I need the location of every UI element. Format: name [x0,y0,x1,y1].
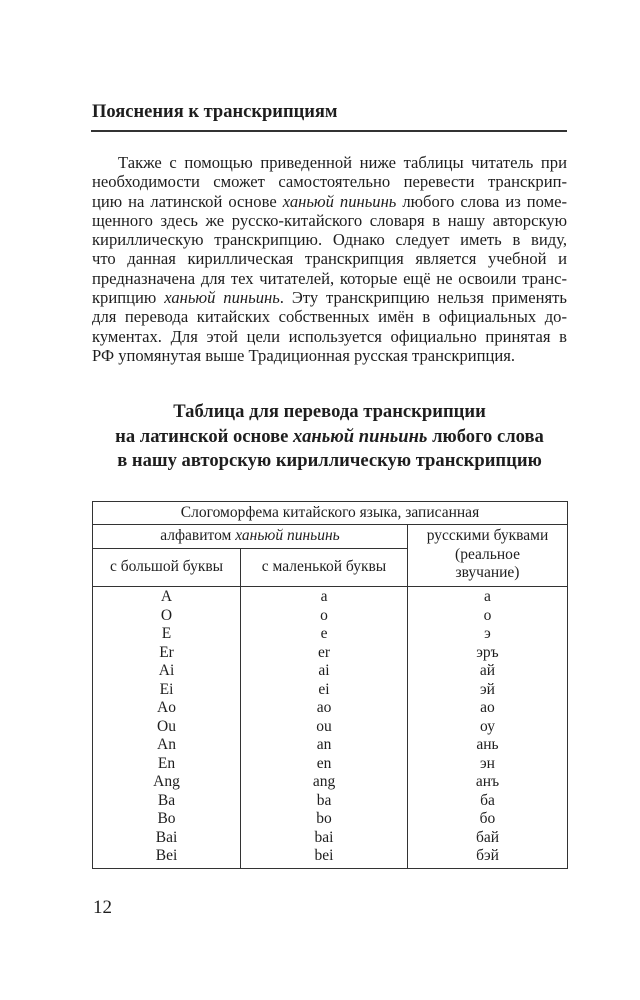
paragraph-line: щенного здесь же русско-китайского слова… [92,211,567,230]
pinyin-uppercase-cell: Er [159,643,174,661]
paragraph-line: цию на латинской основе ханьюй пиньинь л… [92,192,567,211]
pinyin-uppercase-cell: Ou [157,717,176,735]
pinyin-lowercase-cell: o [320,606,328,624]
header-uppercase: с большой буквы [91,548,242,587]
page-number: 12 [93,897,112,918]
text-segment: любого слова [427,425,544,447]
body-paragraph: Также с помощью приведенной ниже таблицы… [92,153,567,365]
text-segment: кириллическую транскрипцию. Однако следу… [92,230,567,250]
pinyin-lowercase-cell: bo [316,810,332,827]
russian-transcription-cell: оу [480,717,495,735]
text-segment: что данная кириллическая транскрипция яв… [92,249,567,269]
pinyin-lowercase-cell: en [316,754,332,772]
header-pinyin-italic: ханьюй пиньинь [235,527,340,545]
text-segment: РФ упомянутая выше Традиционная русская … [92,345,516,365]
italic-term: ханьюй пиньинь [164,288,280,308]
header-russian-line: (реальное [455,545,520,563]
pinyin-uppercase-cell: En [157,754,176,772]
text-segment: для перевода китайских собственных имён … [92,307,567,327]
text-segment: . Эту транскрипцию нельзя применять [279,288,567,308]
paragraph-line: кументах. Для этой цели используется офи… [92,327,567,346]
italic-term: ханьюй пиньинь [282,191,397,211]
pinyin-uppercase-cell: Bai [155,828,178,846]
text-segment: Таблица для перевода транскрипции [173,401,486,422]
russian-transcription-cell: эн [480,754,495,772]
text-segment: крипцию [92,288,165,308]
paragraph-line: кириллическую транскрипцию. Однако следу… [92,230,567,249]
russian-transcription-cell: анъ [475,773,500,790]
column-uppercase: A O E Er Ai Ei Ao Ou An En Ang Ba Bo Bai Bei [91,586,242,869]
header-syllable-morpheme: Слогоморфема китайского языка, записанна… [92,501,568,525]
russian-transcription-cell: ба [480,791,495,809]
pinyin-uppercase-cell: An [157,736,176,753]
russian-transcription-cell: ао [480,699,495,716]
russian-transcription-cell: ань [476,736,499,753]
pinyin-uppercase-cell: Bo [157,810,176,827]
text-segment: необходимости сможет самостоятельно пере… [92,172,567,192]
pinyin-uppercase-cell: Ei [159,680,174,698]
pinyin-uppercase-cell: Ang [153,773,180,790]
pinyin-lowercase-cell: bai [314,828,334,846]
italic-term: ханьюй пиньинь [293,425,428,447]
header-pinyin: алфавитом ханьюй пиньинь [92,524,408,549]
paragraph-line: РФ упомянутая выше Традиционная русская … [92,346,567,365]
table-title: Таблица для перевода транскрипции на лати… [92,400,567,474]
pinyin-lowercase-cell: an [316,736,332,753]
russian-transcription-cell: а [484,588,491,605]
pinyin-uppercase-cell: Ai [158,662,175,679]
russian-transcription-cell: бэй [476,847,499,864]
russian-transcription-cell: о [483,606,492,624]
text-segment: Также с помощью приведенной ниже таблицы… [118,153,567,172]
title-line: на латинской основе ханьюй пиньинь любог… [92,425,567,450]
header-pinyin-prefix: алфавитом [160,527,236,545]
header-russian: русскими буквами (реальное звучание) [406,524,569,587]
paragraph-line: необходимости сможет самостоятельно пере… [92,172,567,191]
text-segment: предназначена для тех читателей, которые… [92,268,567,288]
header-rule [91,130,567,132]
pinyin-uppercase-cell: Ba [157,791,176,809]
paragraph-line: что данная кириллическая транскрипция яв… [92,249,567,268]
paragraph-line: предназначена для тех читателей, которые… [92,269,567,288]
russian-transcription-cell: бай [475,828,500,846]
column-russian: а о э эръ ай эй ао оу ань эн анъ ба бо бай бэй [406,586,569,869]
pinyin-lowercase-cell: a [320,588,328,605]
paragraph-line: для перевода китайских собственных имён … [92,307,567,326]
text-segment: в нашу авторскую кириллическую транскрип… [117,450,542,471]
pinyin-lowercase-cell: er [317,643,331,661]
pinyin-lowercase-cell: ao [316,699,332,716]
paragraph-line: Также с помощью приведенной ниже таблицы… [92,153,567,172]
pinyin-lowercase-cell: e [320,625,328,642]
russian-transcription-cell: бо [479,810,496,827]
pinyin-lowercase-cell: ei [318,680,330,698]
pinyin-lowercase-cell: ang [312,773,336,790]
text-segment: щенного здесь же русско-китайского слова… [92,210,567,230]
column-lowercase: a o e er ai ei ao ou an en ang ba bo bai bei [240,586,408,869]
russian-transcription-cell: эй [480,680,495,698]
pinyin-lowercase-cell: ai [318,662,330,679]
title-line: в нашу авторскую кириллическую транскрип… [92,449,567,474]
pinyin-lowercase-cell: ba [316,791,332,809]
text-segment: любого слова из поме- [396,191,568,211]
russian-transcription-cell: э [484,625,491,642]
pinyin-uppercase-cell: O [160,606,173,624]
text-segment: цию на латинской основе [92,191,283,211]
russian-transcription-cell: ай [479,662,496,679]
text-segment: на латинской основе [115,425,294,447]
pinyin-uppercase-cell: E [161,625,172,642]
header-russian-line: русскими буквами [426,527,549,544]
header-lowercase: с маленькой буквы [240,548,408,587]
pinyin-lowercase-cell: bei [314,847,334,864]
text-segment: кументах. Для этой цели используется офи… [92,326,567,346]
pinyin-lowercase-cell: ou [316,717,332,735]
header-russian-line: звучание) [455,564,520,581]
paragraph-line: крипцию ханьюй пиньинь. Эту транскрипцию… [92,288,567,307]
running-head: Пояснения к транскрипциям [92,102,338,122]
title-line: Таблица для перевода транскрипции [92,400,567,425]
pinyin-uppercase-cell: Ao [157,699,176,716]
russian-transcription-cell: эръ [476,643,499,661]
transcription-table: Слогоморфема китайского языка, записанна… [91,501,569,869]
pinyin-uppercase-cell: Bei [155,847,178,864]
pinyin-uppercase-cell: A [160,588,173,605]
